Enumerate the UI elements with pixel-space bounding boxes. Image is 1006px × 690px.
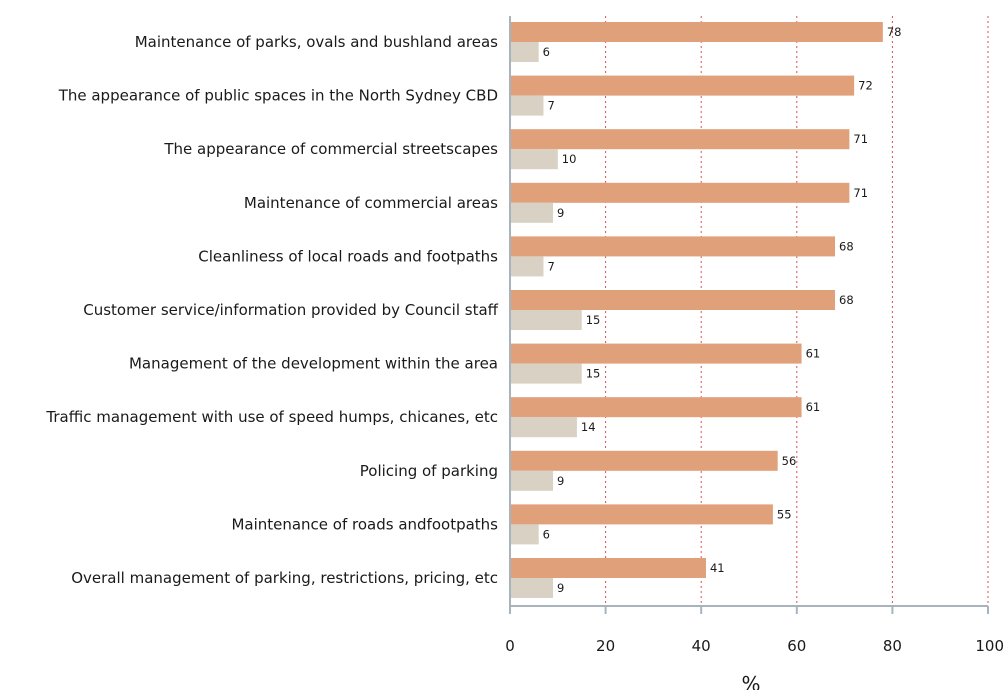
bar-secondary bbox=[510, 202, 554, 223]
data-label: 56 bbox=[782, 454, 797, 468]
category-label: Policing of parking bbox=[360, 462, 498, 480]
data-label: 61 bbox=[806, 400, 821, 414]
category-labels: Maintenance of parks, ovals and bushland… bbox=[45, 33, 498, 587]
bar-secondary bbox=[510, 524, 539, 545]
category-label: Cleanliness of local roads and footpaths bbox=[198, 247, 498, 265]
category-label: Traffic management with use of speed hum… bbox=[45, 408, 498, 426]
data-label: 6 bbox=[543, 527, 550, 541]
x-tick-label: 100 bbox=[975, 637, 1004, 655]
data-label: 9 bbox=[557, 581, 564, 595]
bar-primary bbox=[510, 558, 706, 578]
data-label: 15 bbox=[586, 313, 601, 327]
bar-primary bbox=[510, 290, 836, 310]
category-label: Customer service/information provided by… bbox=[83, 301, 498, 319]
data-label: 7 bbox=[547, 99, 554, 113]
category-label: The appearance of commercial streetscape… bbox=[163, 140, 498, 158]
bar-secondary bbox=[510, 470, 554, 491]
bar-secondary bbox=[510, 417, 577, 438]
data-label: 15 bbox=[586, 367, 601, 381]
bar-primary bbox=[510, 397, 802, 418]
value-labels: 78 6 72 7 71 10 71 9 68 7 68 15 61 15 61 14 56 9 55 6 41 9 bbox=[543, 25, 902, 595]
bar-secondary bbox=[510, 95, 544, 116]
bar-primary bbox=[510, 182, 850, 203]
bar-secondary bbox=[510, 578, 554, 598]
axes: 0 20 40 60 80 100 bbox=[505, 16, 1004, 655]
bar-primary bbox=[510, 450, 778, 471]
bar-secondary bbox=[510, 363, 582, 384]
data-label: 10 bbox=[562, 152, 577, 166]
x-tick-label: 40 bbox=[692, 637, 711, 655]
bar-primary bbox=[510, 75, 855, 96]
category-label: Management of the development within the… bbox=[129, 355, 498, 373]
data-label: 9 bbox=[557, 474, 564, 488]
category-label: Maintenance of commercial areas bbox=[244, 194, 498, 212]
x-tick-label: 0 bbox=[505, 637, 515, 655]
data-label: 72 bbox=[858, 79, 873, 93]
bar-secondary bbox=[510, 310, 582, 330]
bar-primary bbox=[510, 22, 883, 42]
data-label: 78 bbox=[887, 25, 902, 39]
bar-secondary bbox=[510, 149, 558, 170]
data-label: 71 bbox=[853, 186, 868, 200]
bar-primary bbox=[510, 129, 850, 150]
data-label: 71 bbox=[853, 132, 868, 146]
data-label: 41 bbox=[710, 561, 725, 575]
bars bbox=[510, 22, 883, 598]
data-label: 9 bbox=[557, 206, 564, 220]
data-label: 7 bbox=[547, 259, 554, 273]
bar-secondary bbox=[510, 42, 539, 62]
data-label: 68 bbox=[839, 239, 854, 253]
data-label: 6 bbox=[543, 45, 550, 59]
bar-primary bbox=[510, 343, 802, 364]
bar-primary bbox=[510, 236, 836, 257]
x-tick-label: 20 bbox=[596, 637, 615, 655]
category-label: The appearance of public spaces in the N… bbox=[58, 87, 498, 105]
data-label: 61 bbox=[806, 347, 821, 361]
x-axis-title: % bbox=[741, 672, 760, 690]
category-label: Maintenance of roads andfootpaths bbox=[231, 515, 498, 533]
category-label: Overall management of parking, restricti… bbox=[71, 569, 498, 587]
x-tick-label: 60 bbox=[787, 637, 806, 655]
data-label: 55 bbox=[777, 507, 792, 521]
data-label: 68 bbox=[839, 293, 854, 307]
x-tick-label: 80 bbox=[883, 637, 902, 655]
category-label: Maintenance of parks, ovals and bushland… bbox=[135, 33, 498, 51]
bar-secondary bbox=[510, 256, 544, 277]
bar-primary bbox=[510, 504, 773, 525]
data-label: 14 bbox=[581, 420, 596, 434]
